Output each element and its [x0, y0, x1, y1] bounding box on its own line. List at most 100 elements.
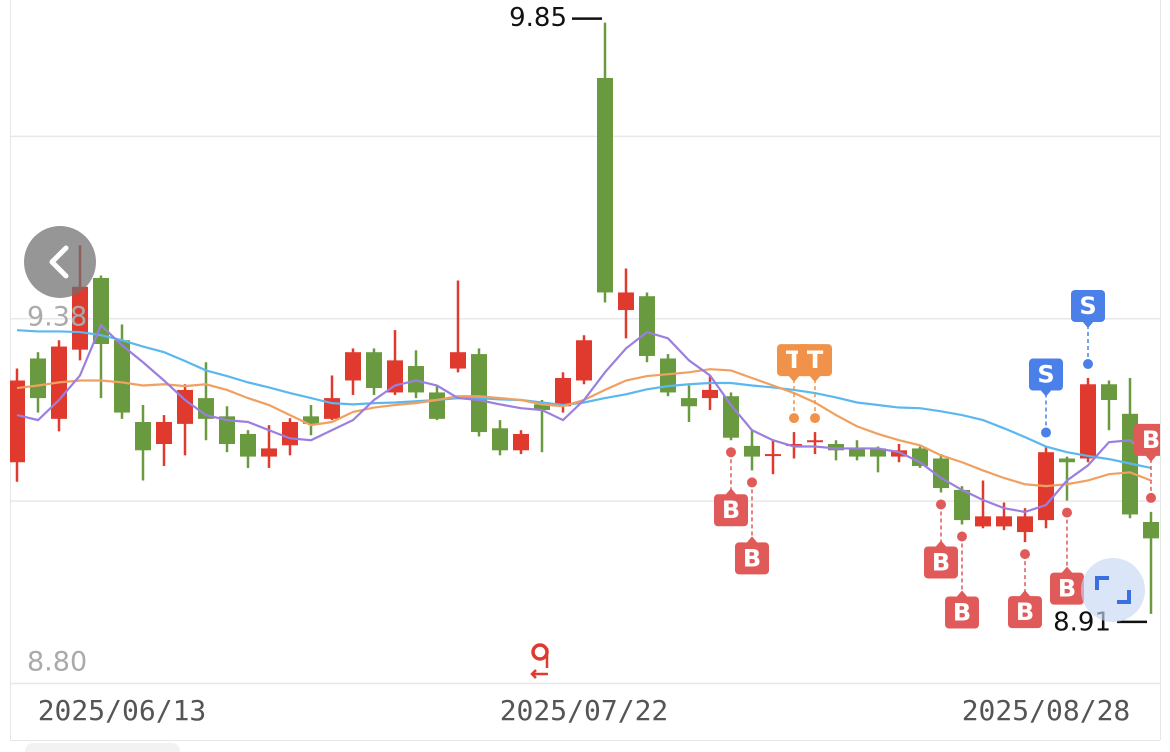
candle-body [723, 396, 739, 438]
candle-body [156, 422, 172, 445]
candle-body [975, 516, 991, 527]
candle-body [429, 392, 445, 419]
candle-body [576, 340, 592, 381]
marker-tip [1019, 590, 1031, 598]
candle-body [597, 77, 613, 293]
labels: 8.80 9.38 2025/06/13 2025/07/22 2025/08/28 9.… [27, 3, 1147, 727]
candle-body [1143, 521, 1159, 539]
fullscreen-button-bg[interactable] [1081, 558, 1145, 622]
marker-label: S [1037, 361, 1054, 389]
marker-label: B [1142, 426, 1160, 454]
fullscreen-icon [1095, 576, 1131, 604]
candle-body [744, 445, 760, 457]
marker-tip [1040, 389, 1052, 397]
candle-body [387, 360, 403, 393]
marker-dot [726, 447, 736, 458]
back-icon [49, 245, 69, 279]
marker-dot [789, 413, 799, 424]
marker-label: B [1016, 598, 1034, 626]
max-label: 9.85 [509, 3, 567, 33]
candle-body [954, 489, 970, 521]
candle-body [450, 352, 466, 369]
marker-tip [746, 536, 758, 544]
marker-tip [1061, 566, 1073, 574]
candle-body [660, 358, 676, 393]
marker-dot [1041, 427, 1051, 438]
marker-tip [935, 540, 947, 548]
candle-body [807, 440, 823, 443]
trade-marker[interactable]: S [1071, 289, 1105, 328]
event-icon[interactable] [530, 643, 549, 679]
y-tick-label: 9.38 [27, 302, 87, 333]
candle-body [681, 398, 697, 407]
marker-label: B [722, 496, 740, 524]
candle-body [135, 422, 151, 451]
candle-body [345, 352, 361, 381]
trade-marker[interactable]: T [798, 344, 832, 383]
candle-body [996, 516, 1012, 527]
marker-label: T [807, 346, 824, 374]
trade-marker[interactable]: B [714, 488, 748, 527]
marker-label: B [932, 548, 950, 576]
candle-body [891, 450, 907, 457]
candle-body [408, 366, 424, 393]
marker-dot [810, 413, 820, 424]
candle-body [177, 389, 193, 424]
marker-label: B [1058, 575, 1076, 603]
back-button-bg[interactable] [24, 226, 96, 298]
candle-body [513, 433, 529, 451]
marker-label: B [953, 599, 971, 627]
trade-marker[interactable]: B [1050, 566, 1084, 605]
event-icon-stem [530, 648, 549, 679]
candle-body [240, 433, 256, 457]
candle-body [555, 377, 571, 407]
trade-marker[interactable]: B [945, 590, 979, 629]
candle-body [912, 448, 928, 467]
candle-body [303, 416, 319, 424]
candle-body [492, 428, 508, 451]
trade-marker[interactable]: B [1134, 423, 1168, 462]
marker-badge [1029, 358, 1063, 391]
marker-badge [945, 596, 979, 629]
marker-badge [1008, 596, 1042, 629]
marker-badge [1134, 423, 1160, 456]
trade-marker[interactable]: B [1008, 590, 1042, 629]
candle-body [198, 398, 214, 419]
marker-label: B [743, 544, 761, 572]
x-tick-label: 2025/08/28 [962, 694, 1131, 727]
marker-badge [1050, 572, 1084, 605]
candle-body [618, 292, 634, 311]
x-tick-label: 2025/07/22 [500, 694, 669, 727]
candle-body [219, 416, 235, 445]
marker-tip [788, 375, 800, 383]
candle-body [702, 389, 718, 399]
candle-body [261, 448, 277, 457]
y-tick-label: 8.80 [27, 647, 87, 678]
fullscreen-button[interactable] [1081, 558, 1145, 622]
marker-dot [747, 477, 757, 488]
candle-body [1101, 384, 1117, 400]
candle-body [828, 444, 844, 451]
volume-tab[interactable] [25, 743, 180, 752]
candle-body [870, 448, 886, 457]
marker-dot [1083, 358, 1093, 369]
candle-body [10, 380, 25, 463]
marker-tip [1082, 320, 1094, 328]
marker-badge [735, 542, 769, 575]
marker-tip [725, 488, 737, 496]
moving-average-line [16, 329, 1152, 469]
back-button[interactable] [24, 226, 96, 298]
candle-body [471, 354, 487, 433]
x-tick-label: 2025/06/13 [38, 694, 207, 727]
candle-body [849, 448, 865, 457]
marker-tip [956, 590, 968, 598]
marker-badge [924, 546, 958, 579]
candle-body [366, 352, 382, 389]
trade-marker[interactable]: S [1029, 358, 1063, 397]
marker-dot [1020, 549, 1030, 560]
trade-marker[interactable]: B [735, 536, 769, 575]
candle-body [534, 404, 550, 411]
trade-marker[interactable]: B [924, 540, 958, 579]
